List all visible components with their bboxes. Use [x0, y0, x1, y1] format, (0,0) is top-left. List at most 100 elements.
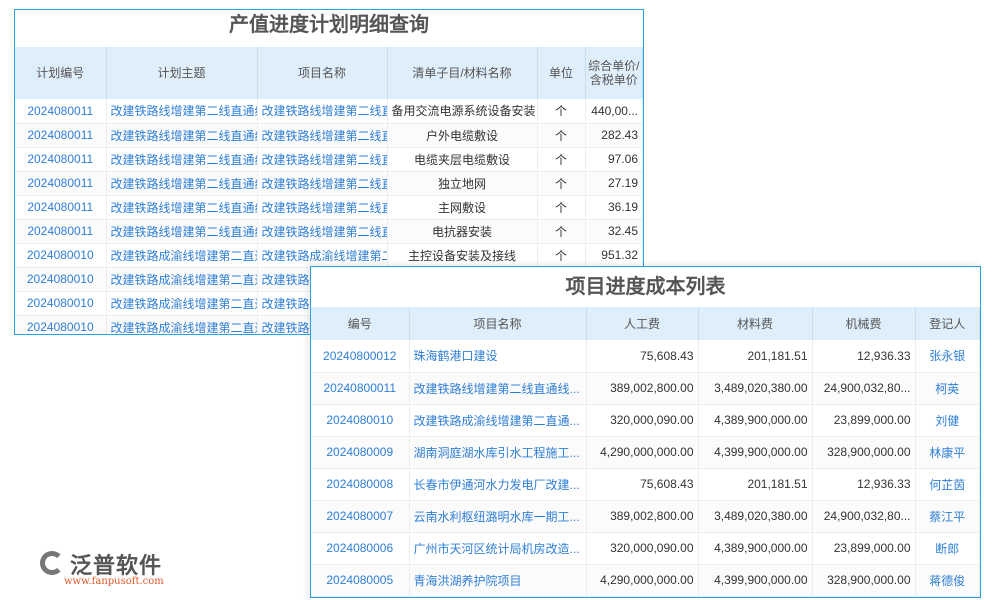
table-cell: 4,389,900,000.00 — [698, 404, 813, 437]
plan-table: 计划编号 计划主题 项目名称 清单子目/材料名称 单位 综合单价/含税单价 20240800… — [15, 47, 643, 334]
table-cell[interactable]: 2024080011 — [15, 99, 107, 124]
table-cell: 23,899,000.00 — [812, 404, 916, 437]
table-cell: 75,608.43 — [586, 468, 699, 501]
table-cell: 3,489,020,380.00 — [698, 500, 813, 533]
table-cell[interactable]: 2024080011 — [15, 219, 107, 244]
table-cell[interactable]: 2024080008 — [311, 468, 410, 501]
column-header[interactable]: 计划编号 — [15, 47, 107, 99]
table-cell[interactable]: 改建铁路成渝线增建第二直通 — [106, 291, 258, 316]
table-cell[interactable]: 改建铁路线增建第二线直通 — [257, 123, 388, 148]
table-cell[interactable]: 改建铁路线增建第二线直通线 — [106, 171, 258, 196]
table-row[interactable]: 2024080011改建铁路线增建第二线直通线改建铁路线增建第二线直通备用交流电… — [15, 99, 643, 124]
table-cell[interactable]: 改建铁路线增建第二线直通 — [257, 147, 388, 172]
column-header[interactable]: 机械费 — [812, 307, 916, 340]
table-cell[interactable]: 何芷茵 — [915, 468, 980, 501]
table-cell[interactable]: 20240800011 — [311, 372, 410, 405]
table-cell[interactable]: 2024080009 — [311, 436, 410, 469]
table-cell[interactable]: 长春市伊通河水力发电厂改建... — [409, 468, 587, 501]
column-header[interactable]: 清单子目/材料名称 — [387, 47, 538, 99]
table-cell[interactable]: 2024080010 — [15, 315, 107, 334]
table-row[interactable]: 2024080011改建铁路线增建第二线直通线改建铁路线增建第二线直通独立地网个… — [15, 171, 643, 196]
column-header[interactable]: 人工费 — [586, 307, 699, 340]
table-cell[interactable]: 2024080011 — [15, 195, 107, 220]
table-cell[interactable]: 张永银 — [915, 340, 980, 373]
project-cost-panel: 项目进度成本列表 编号 项目名称 人工费 材料费 机械费 登记人 20240800012 珠海… — [310, 266, 981, 598]
column-header[interactable]: 综合单价/含税单价 — [585, 47, 643, 99]
table-cell: 独立地网 — [387, 171, 538, 196]
table-cell[interactable]: 改建铁路成渝线增建第二直 — [257, 243, 388, 268]
table-row[interactable]: 2024080009 湖南洞庭湖水库引水工程施工... 4,290,000,000.… — [311, 436, 980, 469]
column-header[interactable]: 项目名称 — [409, 307, 587, 340]
column-header[interactable]: 登记人 — [915, 307, 980, 340]
table-row[interactable]: 20240800011 改建铁路线增建第二线直通线... 389,002,800.0… — [311, 372, 980, 405]
watermark-brand: 泛普软件 — [70, 553, 163, 578]
table-cell[interactable]: 2024080011 — [15, 147, 107, 172]
table-cell[interactable]: 改建铁路线增建第二线直通 — [257, 219, 388, 244]
table-row[interactable]: 2024080006 广州市天河区统计局机房改造... 320,000,090.00… — [311, 532, 980, 565]
table-cell[interactable]: 改建铁路线增建第二线直通线 — [106, 195, 258, 220]
table-cell[interactable]: 2024080010 — [15, 267, 107, 292]
table-cell[interactable]: 改建铁路线增建第二线直通 — [257, 99, 388, 124]
table-cell[interactable]: 2024080005 — [311, 564, 410, 597]
table-cell[interactable]: 2024080007 — [311, 500, 410, 533]
column-header[interactable]: 材料费 — [698, 307, 813, 340]
table-row[interactable]: 2024080010 改建铁路成渝线增建第二直通... 320,000,090.00… — [311, 404, 980, 437]
table-cell[interactable]: 柯英 — [915, 372, 980, 405]
table-cell[interactable]: 湖南洞庭湖水库引水工程施工... — [409, 436, 587, 469]
table-cell[interactable]: 改建铁路线增建第二线直通线 — [106, 123, 258, 148]
table-cell[interactable]: 改建铁路成渝线增建第二直通 — [106, 315, 258, 334]
table-cell[interactable]: 改建铁路线增建第二线直通线 — [106, 219, 258, 244]
table-cell[interactable]: 2024080006 — [311, 532, 410, 565]
table-cell[interactable]: 改建铁路线增建第二线直通线 — [106, 147, 258, 172]
table-cell: 备用交流电源系统设备安装 — [387, 99, 538, 124]
table-cell[interactable]: 2024080011 — [15, 123, 107, 148]
table-row[interactable]: 2024080005 青海洪湖养护院项目 4,290,000,000.00 4,399… — [311, 564, 980, 597]
table-cell: 75,608.43 — [586, 340, 699, 373]
column-header[interactable]: 编号 — [311, 307, 410, 340]
table-cell[interactable]: 改建铁路成渝线增建第二直通 — [106, 243, 258, 268]
table-row[interactable]: 2024080008 长春市伊通河水力发电厂改建... 75,608.43 201,1… — [311, 468, 980, 501]
column-header[interactable]: 项目名称 — [257, 47, 388, 99]
table-cell: 201,181.51 — [698, 468, 813, 501]
table-cell[interactable]: 刘健 — [915, 404, 980, 437]
table-cell[interactable]: 林康平 — [915, 436, 980, 469]
table-cell: 24,900,032,80... — [812, 372, 916, 405]
table-cell: 24,900,032,80... — [812, 500, 916, 533]
table-cell[interactable]: 蔡江平 — [915, 500, 980, 533]
table-cell[interactable]: 2024080010 — [15, 291, 107, 316]
table-cell: 个 — [537, 99, 586, 124]
table-cell[interactable]: 改建铁路成渝线增建第二直通 — [106, 267, 258, 292]
table-row[interactable]: 20240800012 珠海鹤港口建设 75,608.43 201,181.51 12,… — [311, 340, 980, 373]
table-cell[interactable]: 广州市天河区统计局机房改造... — [409, 532, 587, 565]
table-cell[interactable]: 改建铁路线增建第二线直通线... — [409, 372, 587, 405]
table-cell[interactable]: 蒋德俊 — [915, 564, 980, 597]
column-header[interactable]: 单位 — [537, 47, 586, 99]
table-cell: 389,002,800.00 — [586, 372, 699, 405]
table-cell[interactable]: 断郎 — [915, 532, 980, 565]
table-cell: 320,000,090.00 — [586, 532, 699, 565]
table-row[interactable]: 2024080010改建铁路成渝线增建第二直通改建铁路成渝线增建第二直主控设备安… — [15, 243, 643, 268]
table-cell[interactable]: 20240800012 — [311, 340, 410, 373]
table-cell: 个 — [537, 147, 586, 172]
column-header[interactable]: 计划主题 — [106, 47, 258, 99]
table-cell[interactable]: 2024080011 — [15, 171, 107, 196]
table-cell: 32.45 — [585, 219, 643, 244]
table-cell: 4,399,900,000.00 — [698, 564, 813, 597]
table-cell[interactable]: 云南水利枢纽潞明水库一期工... — [409, 500, 587, 533]
table-cell[interactable]: 改建铁路线增建第二线直通 — [257, 171, 388, 196]
table-cell[interactable]: 青海洪湖养护院项目 — [409, 564, 587, 597]
table-row[interactable]: 2024080011改建铁路线增建第二线直通线改建铁路线增建第二线直通电抗器安装… — [15, 219, 643, 244]
table-row[interactable]: 2024080011改建铁路线增建第二线直通线改建铁路线增建第二线直通电缆夹层电… — [15, 147, 643, 172]
table-cell[interactable]: 改建铁路成渝线增建第二直通... — [409, 404, 587, 437]
table-cell[interactable]: 2024080010 — [311, 404, 410, 437]
table-cell[interactable]: 珠海鹤港口建设 — [409, 340, 587, 373]
table-cell[interactable]: 改建铁路线增建第二线直通 — [257, 195, 388, 220]
table-cell: 4,290,000,000.00 — [586, 436, 699, 469]
table-cell[interactable]: 改建铁路线增建第二线直通线 — [106, 99, 258, 124]
table-row[interactable]: 2024080007 云南水利枢纽潞明水库一期工... 389,002,800.00… — [311, 500, 980, 533]
table-row[interactable]: 2024080011改建铁路线增建第二线直通线改建铁路线增建第二线直通户外电缆敷… — [15, 123, 643, 148]
table-cell: 12,936.33 — [812, 340, 916, 373]
table-cell: 4,290,000,000.00 — [586, 564, 699, 597]
table-row[interactable]: 2024080011改建铁路线增建第二线直通线改建铁路线增建第二线直通主网敷设个… — [15, 195, 643, 220]
table-cell[interactable]: 2024080010 — [15, 243, 107, 268]
